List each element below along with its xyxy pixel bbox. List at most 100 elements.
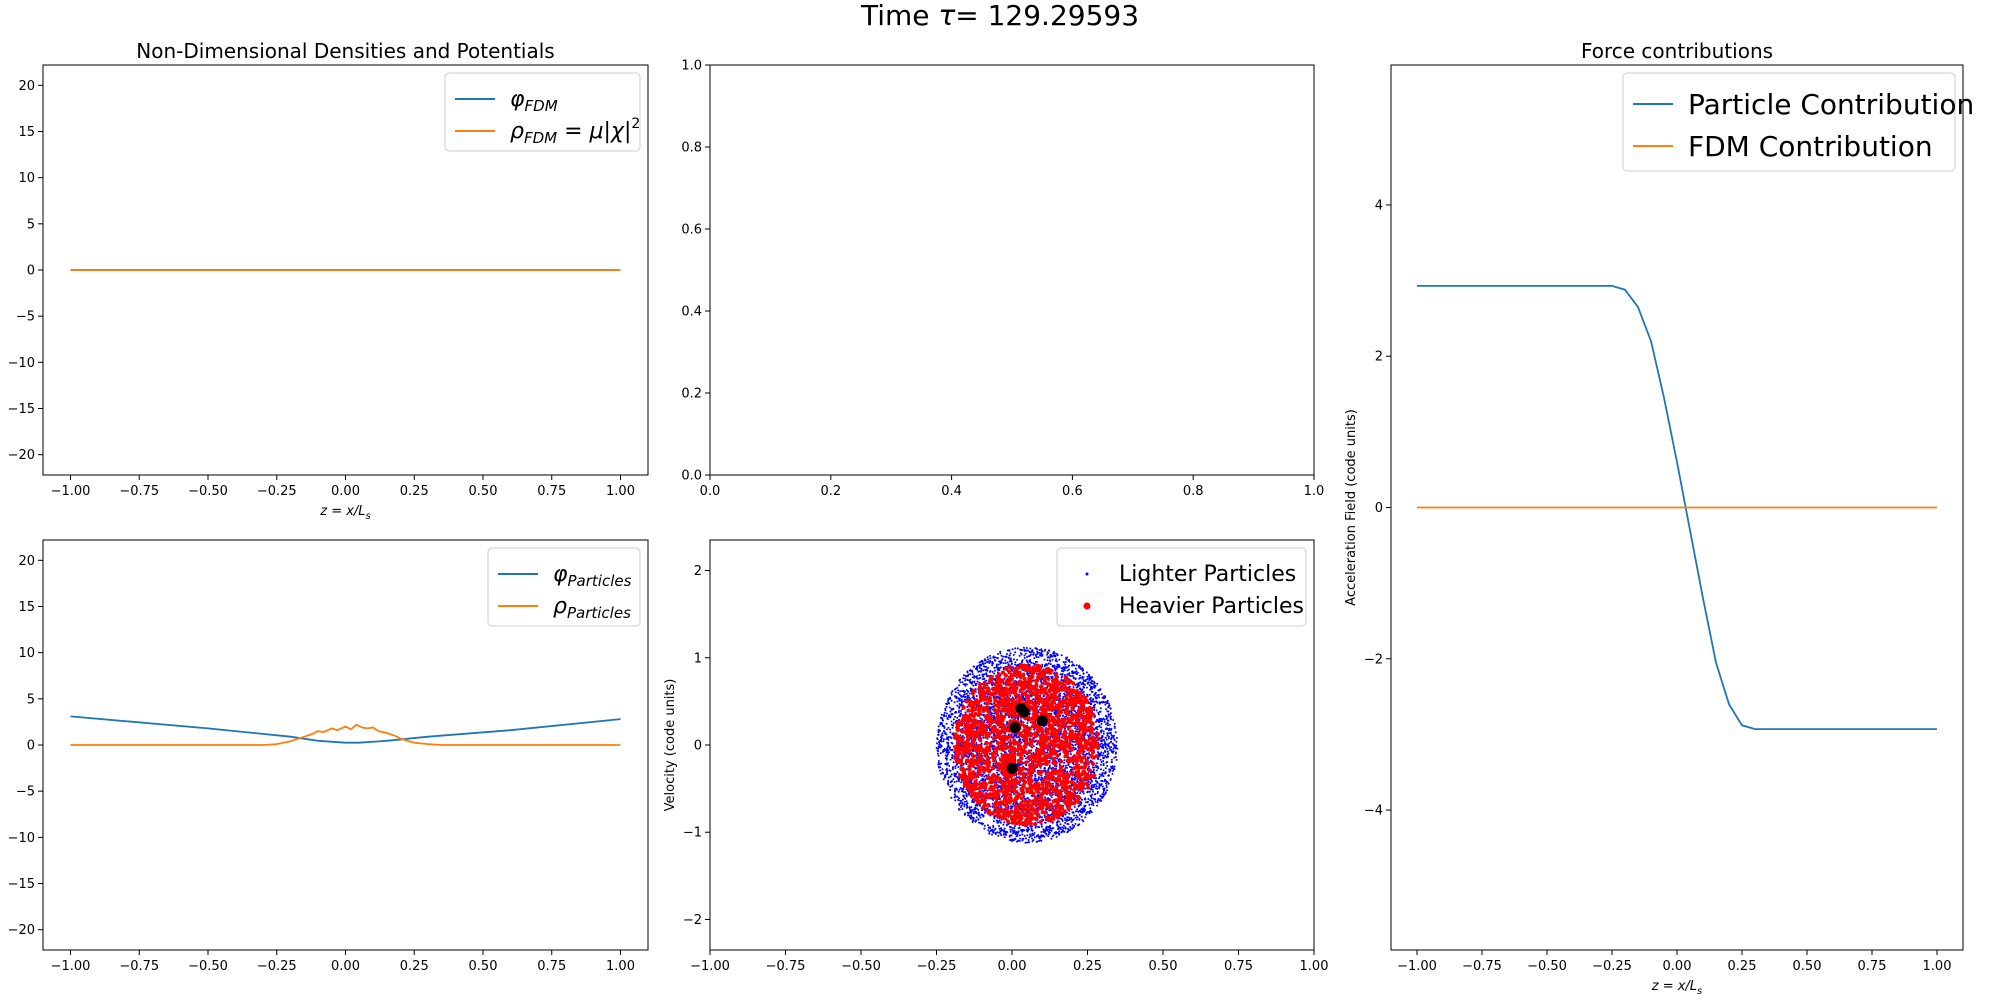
scatter-point-lighter-2584: [955, 780, 958, 783]
scatter-point-lighter-4537: [1084, 816, 1087, 819]
scatter-point-lighter-2557: [1100, 768, 1102, 771]
scatter-point-lighter-3132: [1098, 787, 1101, 790]
scatter-point-lighter-2288: [1004, 662, 1007, 665]
scatter-point-lighter-3191: [954, 687, 957, 690]
scatter-point-lighter-2387: [963, 674, 965, 677]
scatter-point-lighter-4274: [1096, 728, 1099, 731]
scatter-point-lighter-2060: [1060, 828, 1062, 831]
scatter-point-lighter-4193: [1011, 805, 1014, 808]
scatter-point-lighter-698: [952, 778, 955, 781]
scatter-point-lighter-4514: [1082, 679, 1085, 681]
scatter-point-lighter-3468: [939, 723, 942, 726]
scatter-point-lighter-4421: [960, 781, 963, 784]
scatter-point-lighter-2988: [1103, 788, 1106, 791]
scatter-point-lighter-3231: [1071, 672, 1074, 675]
scatter-point-lighter-2326: [1116, 736, 1118, 739]
scatter-point-lighter-1850: [965, 806, 968, 809]
scatter-point-lighter-2002: [949, 706, 951, 709]
scatter-point-lighter-705: [936, 752, 939, 755]
scatter-point-lighter-3723: [1021, 800, 1024, 802]
scatter-point-lighter-3601: [1052, 652, 1055, 655]
scatter-point-lighter-2459: [1033, 832, 1036, 834]
scatter-point-lighter-2849: [1066, 770, 1069, 773]
scatter-point-lighter-1440: [1086, 734, 1089, 737]
scatter-point-lighter-4577: [964, 677, 967, 680]
scatter-point-lighter-1043: [988, 727, 991, 730]
scatter-point-lighter-2882: [965, 794, 968, 797]
ytick-label-fdm-5: 5: [27, 217, 35, 232]
scatter-point-lighter-2526: [1000, 827, 1003, 830]
scatter-point-lighter-2157: [1050, 837, 1053, 840]
scatter-point-lighter-4525: [1014, 838, 1017, 841]
scatter-point-lighter-2380: [1056, 663, 1059, 666]
scatter-point-lighter-2593: [1108, 727, 1111, 730]
scatter-point-lighter-2470: [993, 717, 995, 719]
scatter-point-lighter-4632: [1044, 663, 1047, 666]
scatter-point-lighter-2628: [1101, 780, 1104, 783]
scatter-point-lighter-3302: [945, 705, 948, 708]
scatter-point-lighter-1752: [1105, 708, 1108, 711]
scatter-point-lighter-3950: [1068, 660, 1071, 663]
scatter-point-lighter-939: [1085, 686, 1088, 689]
scatter-point-lighter-3294: [947, 697, 950, 700]
scatter-point-lighter-3055: [1113, 734, 1115, 737]
scatter-point-lighter-3422: [945, 755, 948, 758]
xtick-label-fdm-4: 0.00: [331, 484, 360, 499]
scatter-point-lighter-1873: [1033, 657, 1036, 660]
scatter-point-lighter-4399: [1034, 660, 1037, 663]
scatter-point-lighter-3650: [1057, 820, 1060, 823]
scatter-point-lighter-3041: [972, 811, 975, 814]
scatter-point-lighter-3129: [954, 715, 956, 718]
scatter-point-lighter-2379: [1040, 679, 1043, 681]
scatter-point-lighter-3927: [1099, 758, 1102, 761]
scatter-point-lighter-2994: [1067, 819, 1070, 822]
scatter-point-lighter-3993: [996, 771, 998, 774]
scatter-point-lighter-1932: [991, 802, 994, 805]
scatter-point-lighter-1845: [1102, 738, 1105, 741]
scatter-point-lighter-4486: [996, 656, 998, 659]
scatter-point-lighter-2038: [998, 827, 1001, 830]
scatter-point-lighter-4417: [950, 708, 953, 711]
scatter-point-lighter-3663: [983, 811, 986, 814]
panel-fdm: −1.00 −0.75 −0.50 −0.25 0.00 0.25 0.50 0.75 1.00…: [8, 39, 649, 522]
scatter-point-lighter-2494: [1056, 824, 1059, 827]
scatter-point-lighter-3307: [1049, 655, 1052, 658]
scatter-point-lighter-2444: [1093, 783, 1096, 786]
scatter-point-lighter-4184: [1024, 699, 1027, 701]
scatter-point-lighter-1: [939, 769, 942, 772]
scatter-point-lighter-4188: [992, 799, 995, 801]
ytick-label-fdm-4: 0: [27, 264, 35, 279]
scatter-point-lighter-4518: [1008, 654, 1011, 657]
scatter-point-lighter-4129: [989, 729, 991, 732]
scatter-point-lighter-1962: [1017, 830, 1020, 833]
scatter-point-lighter-4579: [1016, 647, 1019, 650]
scatter-point-lighter-4375: [1064, 667, 1067, 670]
scatter-point-lighter-4508: [1003, 836, 1006, 839]
scatter-point-lighter-4490: [1068, 765, 1071, 768]
scatter-point-lighter-4325: [966, 696, 969, 699]
scatter-point-lighter-889: [1075, 818, 1078, 821]
scatter-point-lighter-1743: [1087, 675, 1090, 678]
scatter-point-lighter-3763: [1057, 831, 1060, 834]
scatter-point-lighter-4216: [949, 785, 952, 788]
scatter-point-lighter-1341: [957, 697, 960, 700]
xtick-label-particles-6: 0.50: [469, 959, 498, 974]
scatter-point-lighter-637: [997, 834, 1000, 837]
scatter-point-lighter-2745: [956, 716, 959, 719]
scatter-point-lighter-3073: [1061, 673, 1064, 676]
scatter-point-lighter-3257: [1026, 834, 1029, 837]
scatter-point-lighter-4416: [1097, 753, 1100, 756]
scatter-point-lighter-3753: [986, 789, 989, 792]
scatter-point-lighter-4235: [1028, 660, 1031, 663]
scatter-point-lighter-4648: [946, 753, 949, 756]
scatter-point-lighter-4459: [1111, 765, 1114, 768]
scatter-point-lighter-1638: [963, 803, 966, 806]
panel-title-force: Force contributions: [1581, 39, 1773, 63]
scatter-point-lighter-1950: [941, 768, 944, 771]
scatter-point-lighter-4601: [942, 772, 945, 775]
scatter-point-lighter-2492: [992, 830, 995, 833]
scatter-point-lighter-3900: [1072, 686, 1075, 688]
scatter-point-lighter-4238: [1089, 807, 1092, 810]
xtick-label-particles-0: −1.00: [51, 959, 91, 974]
scatter-point-lighter-3127: [1004, 659, 1007, 662]
